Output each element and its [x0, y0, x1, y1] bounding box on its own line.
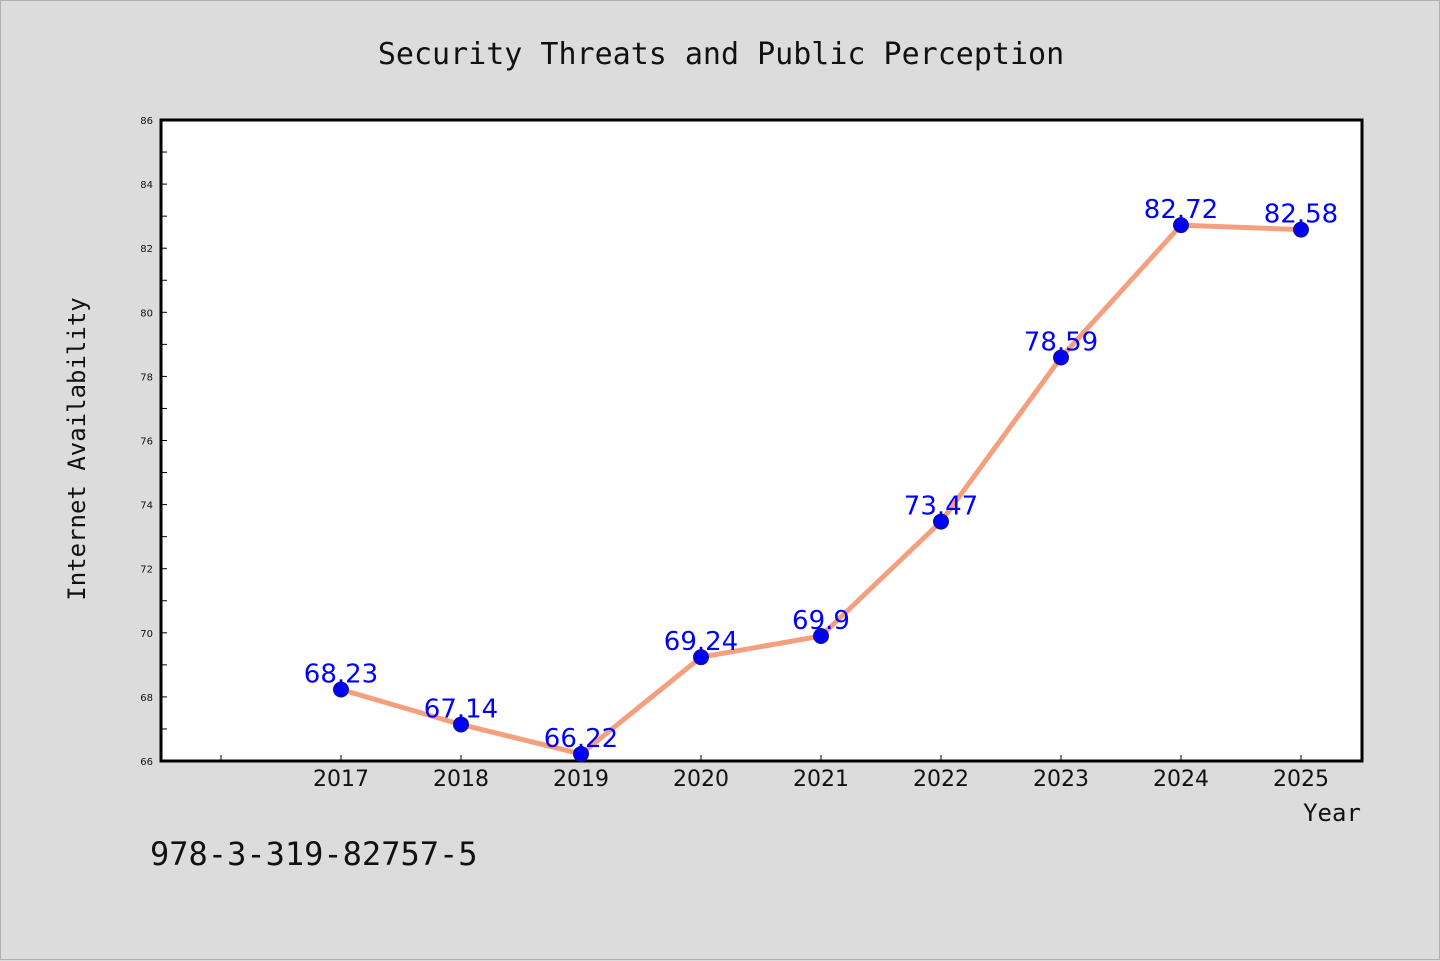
- data-point: [1293, 221, 1309, 238]
- data-label: 68.23: [304, 660, 378, 690]
- x-tick-label: 2024: [1153, 767, 1209, 792]
- data-label: 73.47: [904, 492, 978, 522]
- data-point: [933, 513, 949, 530]
- data-point: [333, 681, 349, 698]
- y-tick-label: 72: [140, 565, 153, 576]
- data-point: [1173, 217, 1189, 234]
- y-tick-label: 66: [140, 757, 153, 768]
- data-label: 67.14: [424, 694, 498, 724]
- data-point: [693, 649, 709, 666]
- x-tick-label: 2019: [553, 767, 609, 792]
- data-label: 69.24: [664, 627, 738, 657]
- x-tick-label: 2018: [433, 767, 489, 792]
- data-point: [813, 628, 829, 645]
- x-axis-label: Year: [1303, 799, 1361, 827]
- y-tick-label: 80: [140, 308, 153, 319]
- y-tick-label: 78: [140, 372, 153, 383]
- y-tick-label: 76: [140, 437, 153, 448]
- data-label: 82.72: [1144, 195, 1218, 225]
- y-tick-label: 84: [140, 180, 153, 191]
- x-tick-label: 2025: [1273, 767, 1329, 792]
- isbn-text: 978-3-319-82757-5: [150, 835, 478, 873]
- y-tick-label: 70: [140, 629, 153, 640]
- x-tick-label: 2023: [1033, 767, 1089, 792]
- data-labels: 68.23 67.14 66.22 69.24 69.9 73.47 78.59 82.72 8…: [304, 195, 1338, 754]
- y-tick-label: 82: [140, 244, 153, 255]
- y-axis-label: Internet Availability: [63, 297, 91, 600]
- data-point: [1053, 349, 1069, 366]
- series-group: [333, 217, 1309, 762]
- y-tick-label: 68: [140, 693, 153, 704]
- x-tick-label: 2017: [313, 767, 369, 792]
- plot-area: [159, 118, 1364, 763]
- y-axis: 66 68 70 72 74 76 78 80 82 84 86: [140, 116, 167, 768]
- data-label: 82.58: [1264, 200, 1338, 230]
- y-tick-label: 74: [140, 501, 153, 512]
- x-tick-label: 2021: [793, 767, 849, 792]
- data-point: [453, 716, 469, 733]
- y-tick-label: 86: [140, 116, 153, 127]
- data-point: [573, 745, 589, 762]
- data-label: 69.9: [792, 606, 850, 636]
- x-tick-label: 2020: [673, 767, 729, 792]
- data-label: 66.22: [544, 724, 618, 754]
- chart-title: Security Threats and Public Perception: [378, 37, 1064, 72]
- x-tick-label: 2022: [913, 767, 969, 792]
- data-label: 78.59: [1024, 327, 1098, 357]
- x-axis: 2017 2018 2019 2020 2021 2022 2023 2024 2025: [220, 755, 1329, 792]
